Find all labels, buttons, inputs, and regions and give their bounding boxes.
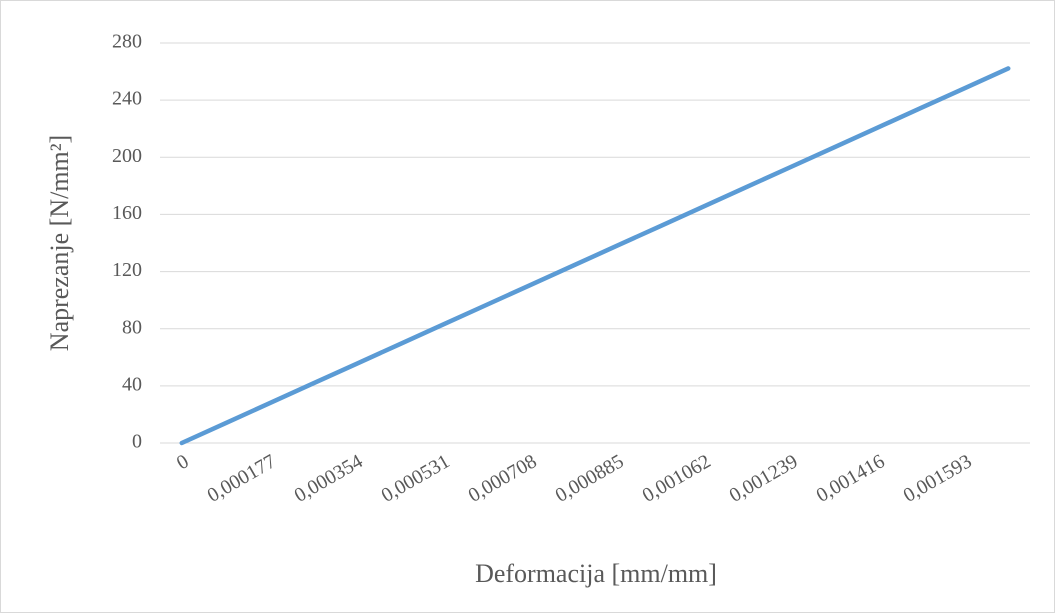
- y-tick-label: 200: [112, 145, 142, 167]
- y-tick-label: 80: [122, 316, 142, 338]
- y-tick-label: 240: [112, 88, 142, 110]
- y-tick-label: 280: [112, 31, 142, 53]
- y-tick-label: 120: [112, 259, 142, 281]
- y-tick-label: 160: [112, 202, 142, 224]
- x-axis-title: Deformacija [mm/mm]: [475, 559, 717, 588]
- y-tick-label: 40: [122, 373, 142, 395]
- y-tick-label: 0: [132, 431, 142, 453]
- data-line: [179, 66, 1011, 446]
- y-axis-title: Naprezanje [N/mm²]: [45, 135, 74, 351]
